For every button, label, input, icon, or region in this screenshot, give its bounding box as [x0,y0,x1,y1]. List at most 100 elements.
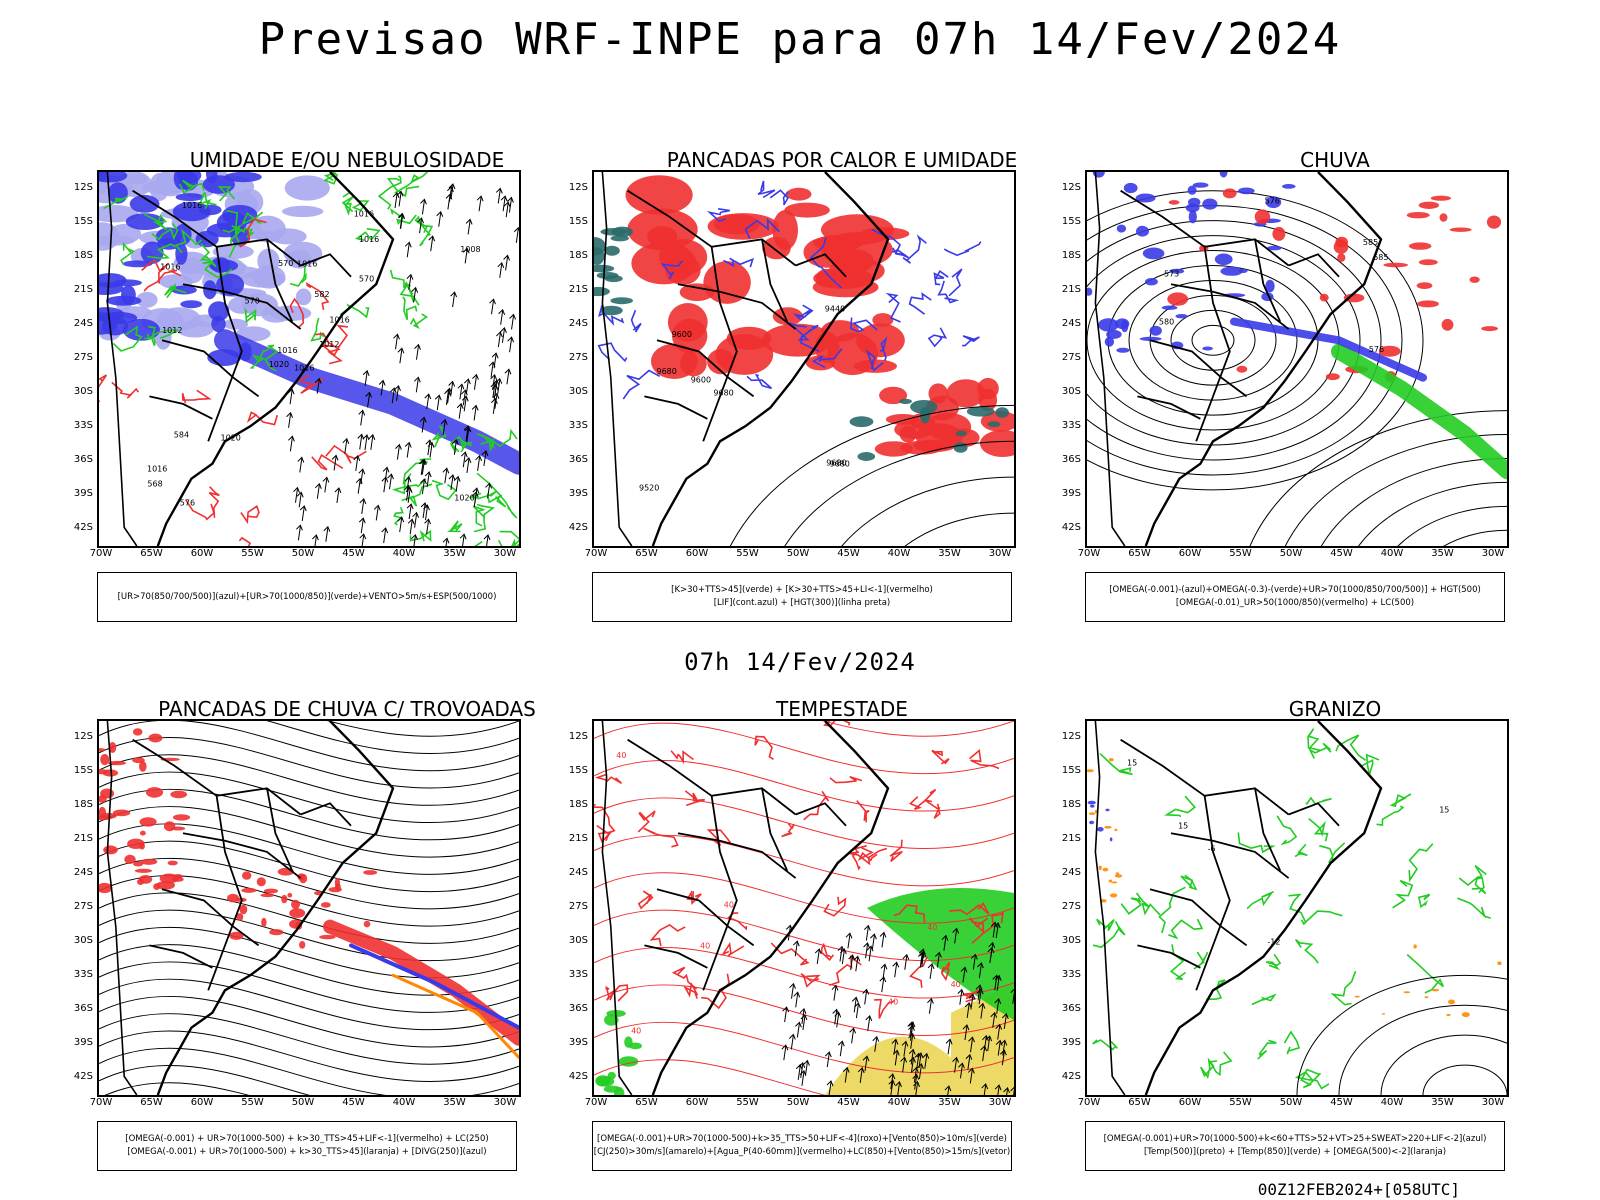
contour [622,369,661,400]
field-patch [1461,1012,1470,1018]
jet-area [951,982,1014,1095]
latitude-axis: 12S 15S 18S 21S 24S 27S 30S 33S 36S 39S 42S [558,170,588,548]
contour-label: 9680 [713,389,733,398]
contour [857,847,878,862]
wind-vector-head [849,1027,857,1034]
wind-vector-head [442,467,450,474]
lon-tick: 70W [89,548,113,559]
wind-vector [466,458,470,473]
field-patch [786,187,812,201]
wind-vector [414,513,418,528]
wind-vector [918,1053,922,1069]
wind-vector [467,220,471,235]
wind-vector [902,1058,906,1073]
wind-vector [450,382,454,397]
wind-vector [289,437,293,452]
wind-vector [395,386,399,401]
wind-vector-head [851,996,859,1003]
wind-vector-head [507,196,514,203]
lon-tick: 65W [1128,548,1151,559]
wind-vector-head [958,1062,965,1069]
contour [820,942,835,961]
coastline-west [106,172,138,546]
field-patch [261,917,267,928]
field-patch [108,742,117,753]
wind-vector [408,505,412,520]
contour [120,241,136,265]
contour [1180,874,1198,891]
field-patch [297,873,306,881]
lat-tick: 39S [568,1037,588,1048]
field-patch [1265,279,1275,293]
wind-vector-head [448,183,456,190]
wind-vector [394,193,398,208]
contour [1474,864,1487,894]
wind-vector [380,381,384,396]
lat-tick: 15S [568,765,588,776]
contour [179,179,205,194]
wind-vector-head [500,195,508,202]
field-patch [242,871,252,880]
wind-vector [914,1075,918,1090]
contour [1294,938,1319,964]
wind-vector [834,1010,838,1025]
field-patch [1202,346,1213,351]
wind-vector-head [465,218,473,225]
contour [476,472,518,519]
contour [769,189,789,206]
field-patch [170,790,188,799]
wind-vector [890,1074,894,1090]
lon-tick: 60W [190,548,214,559]
field-patch [784,202,830,218]
wind-vector [491,300,494,315]
wind-vector [850,955,854,971]
field-patch [99,273,127,288]
field-band [349,943,519,1030]
contour [931,749,950,765]
wind-vector [430,237,434,252]
lat-tick: 33S [568,969,588,980]
contour-label: 40 [724,901,734,910]
wind-vector-head [497,261,505,269]
wind-vector [864,990,868,1005]
wind-vector [462,453,466,468]
country-border [266,788,294,871]
contour [246,411,279,426]
wind-vector-head [964,1001,972,1009]
country-border [149,944,213,969]
legend-box: [OMEGA(-0.001) + UR>70(1000-500) + k>30_… [97,1121,517,1171]
lon-tick: 50W [1279,1097,1303,1108]
wind-vector-head [863,924,871,931]
wind-vector-head [952,927,960,934]
country-border [266,239,294,322]
wind-vector-head [799,1007,807,1015]
field-patch [1135,193,1156,203]
field-patch [1111,881,1118,884]
contour-label: 40 [616,751,626,760]
wind-vector [978,963,982,979]
wind-vector [424,506,428,521]
wind-vector [924,1054,928,1069]
wind-vector-head [495,331,503,338]
contour [174,228,203,254]
wind-vector-head [489,298,496,305]
wind-vector-head [909,1056,916,1063]
field-patch [1238,187,1255,195]
wind-vector [463,397,467,412]
lat-tick: 21S [1061,833,1081,844]
field-patch [134,868,153,873]
lon-tick: 30W [988,1097,1012,1108]
contour [391,478,427,495]
field-patch [1123,182,1138,194]
field-patch [1319,293,1329,302]
field-patch [1114,874,1123,878]
wind-vector [802,1015,806,1031]
field-patch [222,204,258,226]
contour-label: 1020 [221,433,241,442]
field-patch [198,204,222,216]
field-patch [1486,215,1502,229]
lat-tick: 30S [568,386,588,397]
field-patch [139,843,145,850]
contour [401,483,433,507]
